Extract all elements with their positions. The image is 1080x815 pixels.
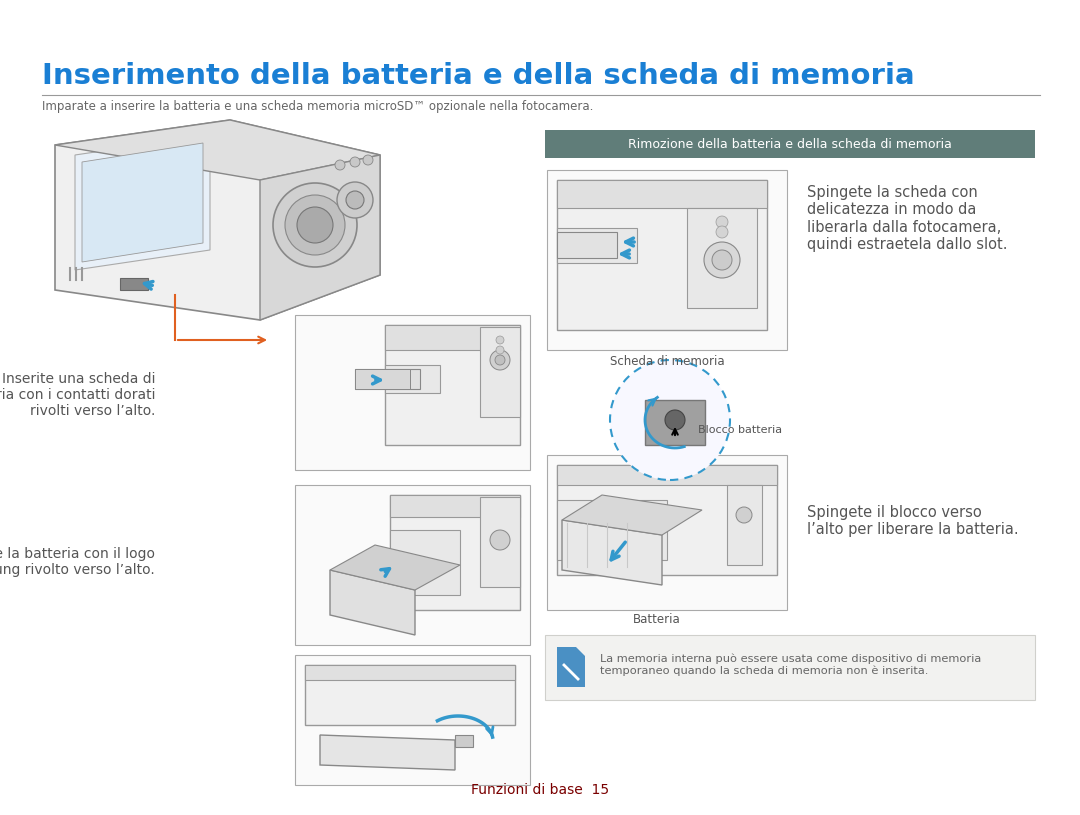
Bar [557, 228, 637, 263]
Bar [557, 500, 667, 560]
Circle shape [335, 160, 345, 170]
Bar [390, 530, 460, 595]
Text: Inserite una scheda di
memoria con i contatti dorati
rivolti verso l’alto.: Inserite una scheda di memoria con i con… [0, 372, 156, 418]
Bar [120, 278, 148, 290]
Circle shape [337, 182, 373, 218]
Bar [687, 208, 757, 308]
Bar [727, 485, 762, 565]
Circle shape [273, 183, 357, 267]
Bar [355, 369, 420, 389]
Circle shape [712, 250, 732, 270]
Polygon shape [75, 135, 210, 270]
Bar [390, 495, 519, 517]
Bar [390, 495, 519, 610]
Bar [295, 655, 530, 785]
Text: Inserite la batteria con il logo
Samsung rivolto verso l’alto.: Inserite la batteria con il logo Samsung… [0, 547, 156, 577]
Circle shape [495, 355, 505, 365]
Polygon shape [82, 143, 203, 262]
Bar [480, 497, 519, 587]
Text: Spingete la scheda con
delicatezza in modo da
liberarla dalla fotocamera,
quindi: Spingete la scheda con delicatezza in mo… [807, 185, 1008, 252]
Bar [546, 455, 787, 610]
Bar [557, 647, 585, 687]
Circle shape [716, 226, 728, 238]
Bar [557, 465, 777, 575]
Bar [645, 400, 705, 445]
Bar [557, 180, 767, 208]
Bar [384, 325, 519, 350]
Circle shape [735, 507, 752, 523]
Circle shape [490, 530, 510, 550]
Bar [545, 130, 1035, 158]
Text: Inserimento della batteria e della scheda di memoria: Inserimento della batteria e della sched… [42, 62, 915, 90]
Polygon shape [320, 735, 455, 770]
Bar [305, 665, 515, 680]
Circle shape [363, 155, 373, 165]
Bar [545, 635, 1035, 700]
Bar [305, 665, 515, 725]
Text: Imparate a inserire la batteria e una scheda memoria microSD™ opzionale nella fo: Imparate a inserire la batteria e una sc… [42, 100, 593, 113]
Text: Funzioni di base  15: Funzioni di base 15 [471, 783, 609, 797]
Bar [546, 170, 787, 350]
Circle shape [297, 207, 333, 243]
Bar [355, 369, 410, 389]
Text: Spingete il blocco verso
l’alto per liberare la batteria.: Spingete il blocco verso l’alto per libe… [807, 505, 1018, 537]
Polygon shape [330, 570, 415, 635]
Circle shape [610, 360, 730, 480]
Polygon shape [330, 545, 460, 590]
Circle shape [350, 157, 360, 167]
Polygon shape [562, 520, 662, 585]
Bar [557, 232, 617, 258]
Bar [384, 365, 440, 393]
Bar [557, 465, 777, 485]
Bar [455, 735, 473, 747]
Text: Batteria: Batteria [633, 613, 680, 626]
Polygon shape [576, 647, 585, 656]
Text: Rimozione della batteria e della scheda di memoria: Rimozione della batteria e della scheda … [629, 138, 951, 151]
Circle shape [490, 350, 510, 370]
Polygon shape [55, 120, 380, 320]
Bar [557, 180, 767, 330]
Bar [295, 315, 530, 470]
Bar [295, 485, 530, 645]
Circle shape [716, 216, 728, 228]
Circle shape [346, 191, 364, 209]
Polygon shape [55, 120, 380, 180]
Circle shape [704, 242, 740, 278]
Text: Blocco batteria: Blocco batteria [698, 425, 782, 435]
Text: La memoria interna può essere usata come dispositivo di memoria
temporaneo quand: La memoria interna può essere usata come… [600, 653, 982, 676]
Circle shape [665, 410, 685, 430]
Polygon shape [562, 495, 702, 535]
Circle shape [496, 336, 504, 344]
Polygon shape [260, 155, 380, 320]
Text: Scheda di memoria: Scheda di memoria [610, 355, 725, 368]
Circle shape [285, 195, 345, 255]
Bar [384, 325, 519, 445]
Bar [480, 327, 519, 417]
Circle shape [496, 346, 504, 354]
